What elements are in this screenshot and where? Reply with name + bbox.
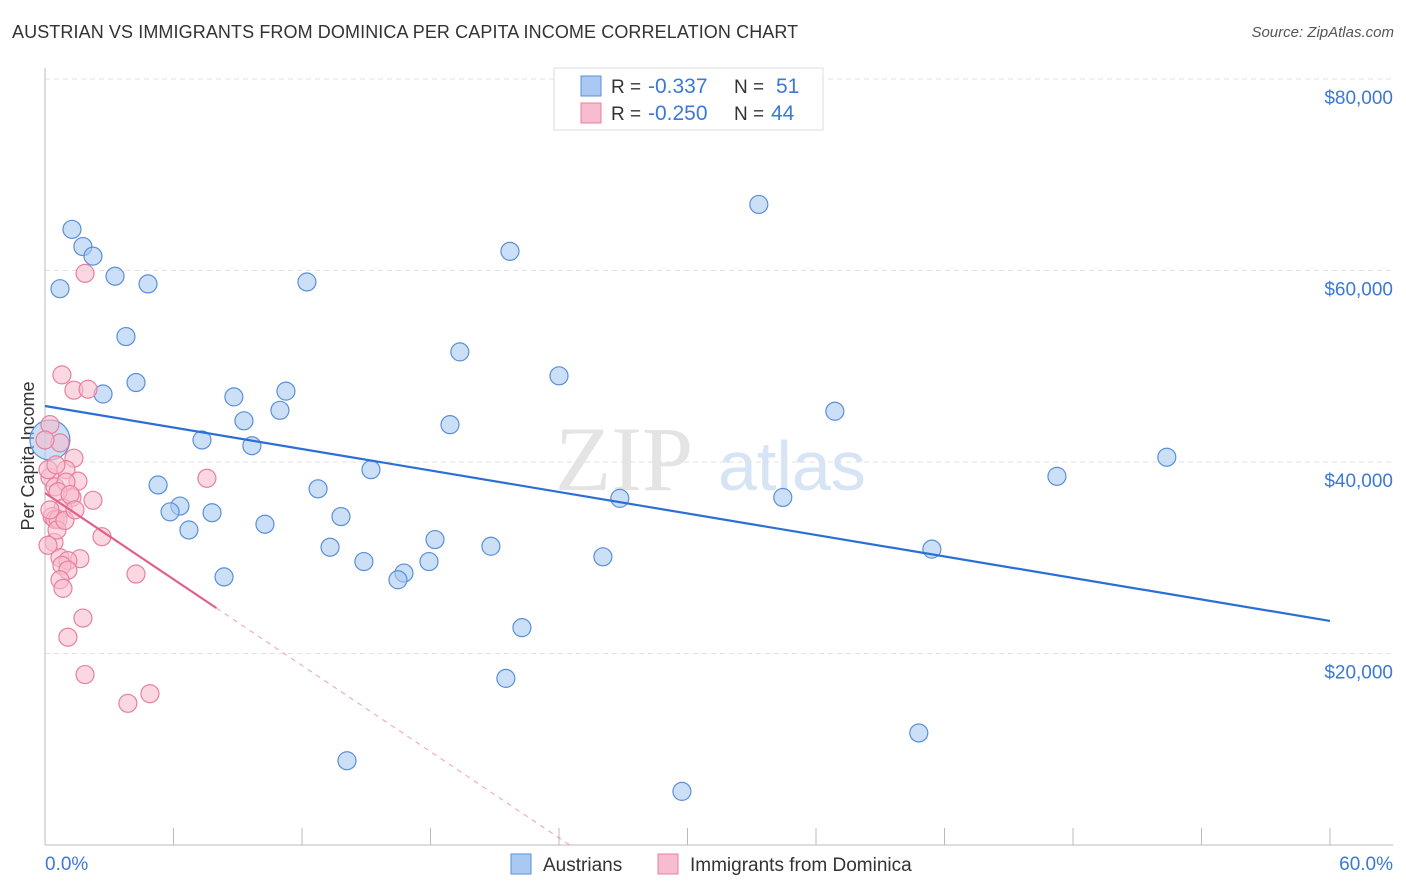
dominica-point bbox=[126, 564, 146, 584]
watermark-atlas: atlas bbox=[718, 427, 866, 505]
austrians-point bbox=[308, 479, 328, 499]
austrians-point bbox=[440, 415, 460, 435]
austrians-point bbox=[1157, 447, 1177, 467]
austrians-point bbox=[179, 520, 199, 540]
austrians-point bbox=[825, 401, 845, 421]
austrians-point bbox=[496, 668, 516, 688]
dominica-point bbox=[75, 664, 95, 685]
austrians-point bbox=[297, 272, 317, 292]
dominica-point bbox=[38, 535, 58, 555]
dominica-point bbox=[197, 468, 217, 488]
austrians-point bbox=[610, 488, 630, 508]
y-tick-label: $40,000 bbox=[1324, 471, 1393, 492]
y-tick-label: $20,000 bbox=[1324, 663, 1393, 684]
austrians-trendline bbox=[44, 404, 1331, 623]
austrians-point bbox=[419, 551, 439, 572]
austrians-point bbox=[160, 502, 180, 522]
dominica-point bbox=[78, 379, 98, 399]
dominica-point bbox=[58, 627, 78, 647]
austrians-point bbox=[270, 400, 290, 420]
austrians-point bbox=[276, 381, 296, 401]
x-tick-label: 60.0% bbox=[1339, 854, 1393, 875]
dominica-point bbox=[83, 490, 103, 510]
dominica-point bbox=[40, 500, 60, 520]
dominica-point bbox=[46, 455, 66, 475]
austrians-point bbox=[909, 723, 929, 743]
dominica-point bbox=[73, 608, 93, 628]
austrians-point bbox=[50, 279, 70, 299]
legend-n-value: 51 bbox=[776, 75, 799, 98]
austrians-point bbox=[83, 246, 103, 266]
austrians-point bbox=[105, 266, 125, 286]
chart-source: Source: ZipAtlas.com bbox=[1251, 24, 1394, 41]
austrians-point bbox=[481, 536, 501, 556]
dominica-trendline-extension bbox=[216, 607, 570, 846]
austrians-point bbox=[500, 241, 520, 261]
austrians-point bbox=[202, 503, 222, 523]
austrians-point bbox=[331, 506, 351, 527]
austrians-point bbox=[388, 570, 408, 590]
austrians-point bbox=[224, 387, 244, 407]
austrians-point bbox=[214, 567, 234, 587]
y-axis-label: Per Capita Income bbox=[18, 381, 38, 530]
austrians-point bbox=[512, 618, 532, 638]
legend-r-value: -0.250 bbox=[648, 102, 708, 125]
legend-r-value: -0.337 bbox=[648, 75, 708, 98]
austrians-point bbox=[549, 366, 569, 386]
austrians-point bbox=[749, 194, 769, 215]
legend-swatch bbox=[580, 102, 602, 124]
austrians-point bbox=[773, 487, 793, 508]
legend-n-value: 44 bbox=[771, 102, 795, 125]
dominica-point bbox=[118, 693, 138, 713]
austrians-point bbox=[1047, 466, 1067, 486]
austrians-point bbox=[126, 372, 146, 393]
austrians-point bbox=[593, 547, 613, 567]
dominica-point bbox=[35, 430, 55, 450]
austrians-point bbox=[450, 342, 470, 362]
austrians-point bbox=[234, 411, 254, 431]
bottom-legend-label: Austrians bbox=[543, 855, 622, 876]
y-tick-label: $60,000 bbox=[1324, 280, 1393, 301]
dominica-point bbox=[53, 578, 73, 598]
x-tick-label: 0.0% bbox=[45, 854, 88, 875]
austrians-point bbox=[148, 475, 168, 495]
legend-n-label: N = bbox=[734, 77, 764, 98]
austrians-point bbox=[320, 537, 340, 557]
dominica-point bbox=[140, 684, 160, 704]
austrians-point bbox=[255, 514, 275, 534]
legend-r-label: R = bbox=[611, 77, 641, 98]
chart-title: AUSTRIAN VS IMMIGRANTS FROM DOMINICA PER… bbox=[12, 22, 799, 42]
bottom-legend-swatch bbox=[657, 853, 679, 875]
austrians-point bbox=[361, 460, 381, 480]
legend-n-label: N = bbox=[734, 104, 764, 125]
dominica-point bbox=[65, 500, 85, 520]
dominica-point bbox=[75, 263, 95, 283]
bottom-legend-label: Immigrants from Dominica bbox=[690, 855, 912, 876]
austrians-point bbox=[337, 751, 357, 771]
austrians-point bbox=[138, 274, 158, 294]
bottom-legend-swatch bbox=[510, 853, 532, 875]
legend-swatch bbox=[580, 75, 602, 97]
austrians-point bbox=[354, 551, 374, 572]
dominica-point bbox=[52, 365, 72, 385]
austrians-point bbox=[62, 219, 82, 239]
dominica-trendline bbox=[44, 492, 217, 609]
austrians-point bbox=[672, 781, 692, 801]
austrians-point bbox=[116, 326, 136, 347]
y-tick-label: $80,000 bbox=[1324, 88, 1393, 109]
legend-r-label: R = bbox=[611, 104, 641, 125]
austrians-point bbox=[425, 529, 445, 550]
austrians-point bbox=[192, 430, 212, 450]
